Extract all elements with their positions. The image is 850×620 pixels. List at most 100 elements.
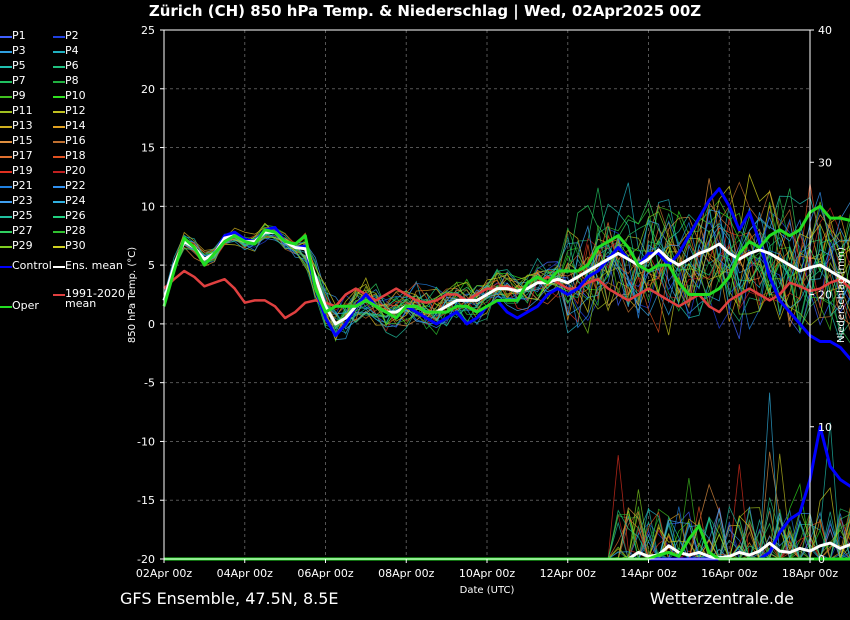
x-axis-label: Date (UTC) xyxy=(460,585,515,596)
member-precip-15 xyxy=(164,451,850,560)
legend-swatch xyxy=(0,111,12,113)
legend-item: P7 xyxy=(0,75,26,86)
legend-swatch xyxy=(53,171,65,173)
legend-label: P30 xyxy=(65,239,86,252)
legend-swatch xyxy=(0,156,12,158)
legend-item: P15 xyxy=(0,135,33,146)
legend-label: Oper xyxy=(12,299,39,312)
legend-swatch xyxy=(0,141,12,143)
x-tick-label: 12Apr 00z xyxy=(540,567,597,580)
legend-swatch xyxy=(53,186,65,188)
y-tick-label: 0 xyxy=(148,318,155,331)
legend-item: P17 xyxy=(0,150,33,161)
y2-tick-label: 20 xyxy=(818,289,832,302)
y-tick-label: 5 xyxy=(148,259,155,272)
legend-label: P11 xyxy=(12,104,33,117)
legend-label: 1991-2020 mean xyxy=(65,287,125,310)
legend-label: P12 xyxy=(65,104,86,117)
legend-item: P28 xyxy=(53,225,86,236)
model-info: GFS Ensemble, 47.5N, 8.5E xyxy=(120,589,339,608)
y-tick-label: -5 xyxy=(144,377,155,390)
legend-label: P22 xyxy=(65,179,86,192)
x-tick-label: 02Apr 00z xyxy=(136,567,193,580)
legend-item: P10 xyxy=(53,90,86,101)
legend-swatch xyxy=(0,66,12,68)
legend-swatch xyxy=(53,81,65,83)
legend-item: P13 xyxy=(0,120,33,131)
y-tick-label: 10 xyxy=(141,200,155,213)
x-tick-label: 10Apr 00z xyxy=(459,567,516,580)
legend-item: P4 xyxy=(53,45,79,56)
legend-item: P6 xyxy=(53,60,79,71)
x-tick-label: 16Apr 00z xyxy=(701,567,758,580)
legend-swatch xyxy=(53,246,65,248)
legend-label: Ens. mean xyxy=(65,259,123,272)
y-axis-label: 850 hPa Temp. (°C) xyxy=(127,247,138,343)
legend-swatch xyxy=(53,201,65,203)
y2-axis-label: Niederschlag (mm) xyxy=(836,247,847,343)
legend-swatch xyxy=(53,141,65,143)
legend-swatch xyxy=(0,201,12,203)
x-tick-label: 06Apr 00z xyxy=(297,567,354,580)
member-precip-12 xyxy=(164,453,850,560)
legend-item: P8 xyxy=(53,75,79,86)
legend-label: P3 xyxy=(12,44,26,57)
legend-label: P19 xyxy=(12,164,33,177)
legend-item: P11 xyxy=(0,105,33,116)
legend-label: P16 xyxy=(65,134,86,147)
legend-swatch xyxy=(0,81,12,83)
y-tick-label: 25 xyxy=(141,24,155,37)
legend-item: P21 xyxy=(0,180,33,191)
legend-label: P5 xyxy=(12,59,26,72)
legend-label: P13 xyxy=(12,119,33,132)
legend-item: P12 xyxy=(53,105,86,116)
legend-item: P23 xyxy=(0,195,33,206)
legend-label: P23 xyxy=(12,194,33,207)
y-tick-label: 15 xyxy=(141,142,155,155)
y-tick-label: -20 xyxy=(137,553,155,566)
legend-label: P18 xyxy=(65,149,86,162)
y-axis-ticks: -20 -15 -10 -5 0 5 10 15 20 25 xyxy=(137,24,164,566)
y2-tick-label: 0 xyxy=(818,553,825,566)
x-tick-label: 18Apr 00z xyxy=(782,567,839,580)
y2-tick-label: 10 xyxy=(818,421,832,434)
legend: P1 P2 P3 P4 P5 P6 P7 P8 P9 P10 P11 P12 P13 P14 P15 P16 P… xyxy=(0,30,130,320)
legend-swatch xyxy=(0,266,12,268)
legend-swatch xyxy=(0,231,12,233)
x-tick-label: 04Apr 00z xyxy=(217,567,274,580)
legend-label: P26 xyxy=(65,209,86,222)
legend-swatch xyxy=(0,51,12,53)
series-temp-oper xyxy=(162,204,850,320)
legend-item: P27 xyxy=(0,225,33,236)
legend-label: P15 xyxy=(12,134,33,147)
legend-label: P24 xyxy=(65,194,86,207)
legend-label: P7 xyxy=(12,74,26,87)
legend-swatch xyxy=(53,96,65,98)
legend-label: P17 xyxy=(12,149,33,162)
legend-item: P26 xyxy=(53,210,86,221)
legend-swatch xyxy=(0,246,12,248)
y2-tick-label: 30 xyxy=(818,156,832,169)
legend-item: P16 xyxy=(53,135,86,146)
legend-swatch xyxy=(0,96,12,98)
legend-swatch xyxy=(53,156,65,158)
site-brand: Wetterzentrale.de xyxy=(649,589,794,608)
legend-item: P5 xyxy=(0,60,26,71)
y2-axis-ticks: 0 10 20 30 40 xyxy=(810,24,832,566)
legend-swatch xyxy=(53,231,65,233)
legend-swatch xyxy=(53,216,65,218)
legend-item: Oper xyxy=(0,300,39,311)
y-tick-label: 20 xyxy=(141,83,155,96)
legend-item: P14 xyxy=(53,120,86,131)
legend-item: P24 xyxy=(53,195,86,206)
legend-swatch xyxy=(53,294,65,296)
chart-title: Zürich (CH) 850 hPa Temp. & Niederschlag… xyxy=(148,2,702,20)
legend-label: P29 xyxy=(12,239,33,252)
legend-swatch xyxy=(0,186,12,188)
x-axis-ticks: 02Apr 00z 04Apr 00z 06Apr 00z 08Apr 00z 10Ap… xyxy=(136,559,839,580)
legend-label: P25 xyxy=(12,209,33,222)
legend-label: P28 xyxy=(65,224,86,237)
legend-item: P2 xyxy=(53,30,79,41)
legend-swatch xyxy=(0,216,12,218)
legend-swatch xyxy=(0,306,12,308)
